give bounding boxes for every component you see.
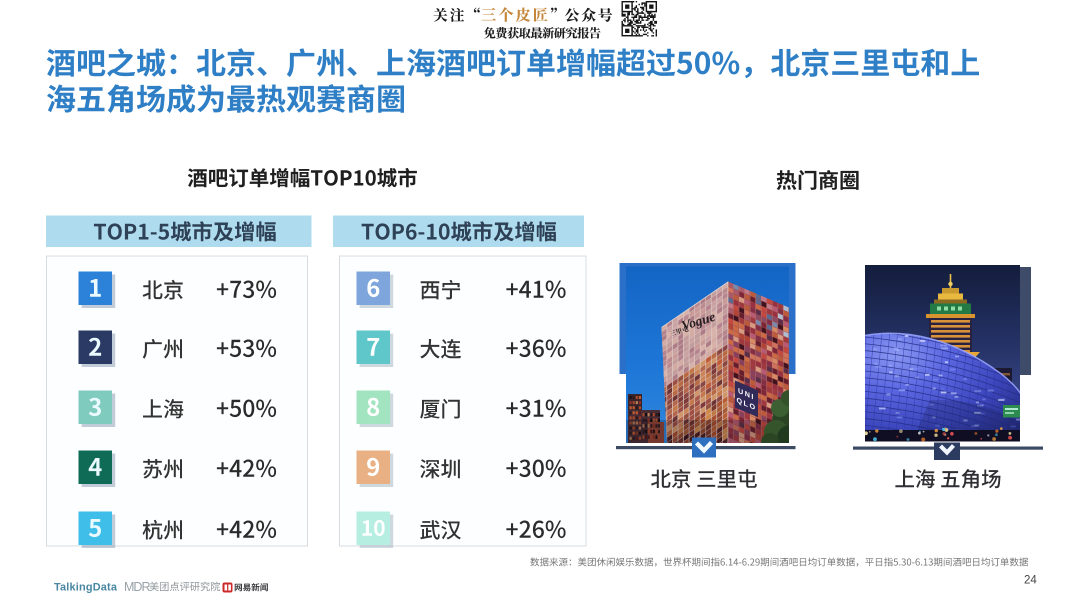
svg-text:TalkingData: TalkingData: [54, 582, 118, 594]
svg-text:24: 24: [1024, 575, 1037, 587]
svg-text:MDR: MDR: [124, 580, 150, 594]
